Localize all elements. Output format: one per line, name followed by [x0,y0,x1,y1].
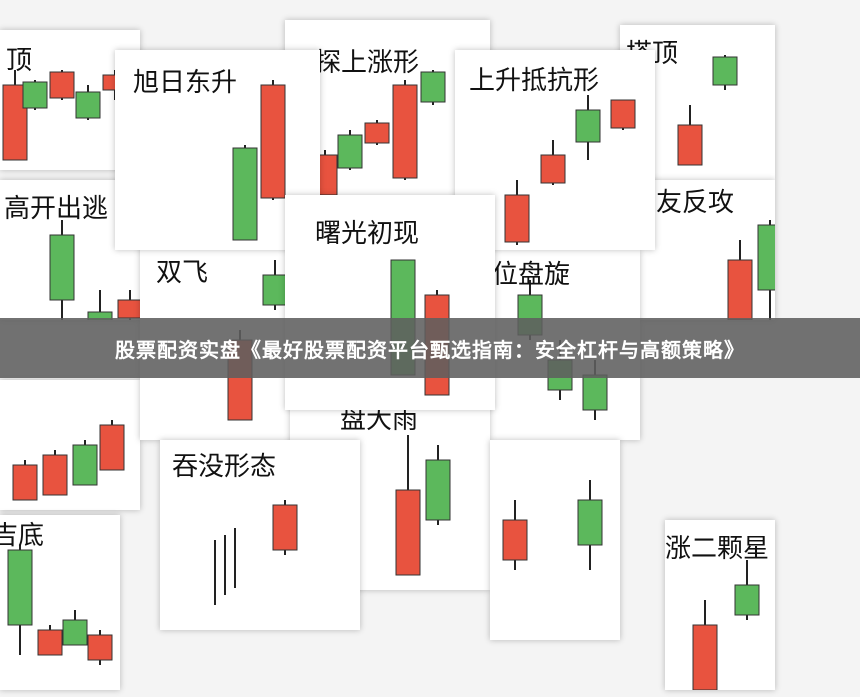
candles [12,420,125,501]
candles [232,80,286,241]
candles [214,500,298,605]
card-title: 吞没形态 [172,452,277,482]
candle-body [734,584,760,616]
pattern-card [0,380,140,510]
candle-body [712,56,738,86]
candle-body [99,424,125,471]
candles [312,70,446,196]
candle-body [42,454,68,496]
candle-body [49,234,75,301]
candle-body [72,444,98,486]
candle-body [575,109,601,143]
candle-body [22,81,48,109]
candles [7,545,113,665]
candle-body [49,71,75,99]
candle-body [75,91,101,119]
candle-body [540,154,566,184]
candle-body [62,619,88,646]
card-title: 旭日东升 [133,68,238,98]
candle-body [582,374,608,411]
card-title: 曙光初现 [315,219,420,249]
pattern-card: 吞没形态 [160,440,360,630]
candle-body [232,147,258,241]
candle-body [502,519,528,561]
pattern-card: 吉底 [0,515,120,690]
candle-body [757,224,775,291]
candle-body [420,71,446,103]
candle-body [87,634,113,661]
candles [395,435,451,576]
pattern-card: 高开出逃 [0,180,140,320]
card-title: 线友反攻 [640,188,735,218]
candle-body [425,459,451,521]
candle-body [7,549,33,626]
candles [504,95,636,245]
card-title: 双飞 [156,258,209,288]
card-title: 探上涨形 [315,48,420,78]
banner: 股票配资实盘《最好股票配资平台甄选指南：安全杠杆与高额策略》 [0,318,860,378]
candle-body [117,299,140,319]
candles [502,480,603,570]
candle-body [364,122,390,144]
card-title: 上升抵抗形 [469,66,600,96]
candles [727,220,775,320]
candles [692,560,760,690]
candle-body [577,499,603,546]
card-title: 位盘旋 [492,260,571,290]
candle-body [262,274,288,306]
candle-body [337,134,363,169]
candle-body [260,84,286,199]
candle-body [37,629,63,656]
card-title: 吉底 [0,521,45,551]
candle-body [272,504,298,551]
card-title: 高开出逃 [4,194,109,224]
candle-body [677,124,703,166]
candle-body [727,259,753,320]
candle-body [610,99,636,129]
pattern-card [490,440,620,640]
pattern-card: 线友反攻 [640,180,775,320]
candles [2,70,128,161]
candle-body [392,84,418,179]
card-title: 顶 [6,46,33,76]
pattern-card: 旭日东升 [115,50,320,250]
candle-body [12,464,38,501]
pattern-card: 涨二颗星 [665,520,775,690]
card-title: 涨二颗星 [665,534,770,564]
candles [677,55,738,166]
candle-body [395,489,421,576]
candle-body [692,624,718,690]
candle-body [504,194,530,243]
card-title: 盘大雨 [340,405,419,435]
candle-body [87,311,113,320]
candles [49,220,140,320]
